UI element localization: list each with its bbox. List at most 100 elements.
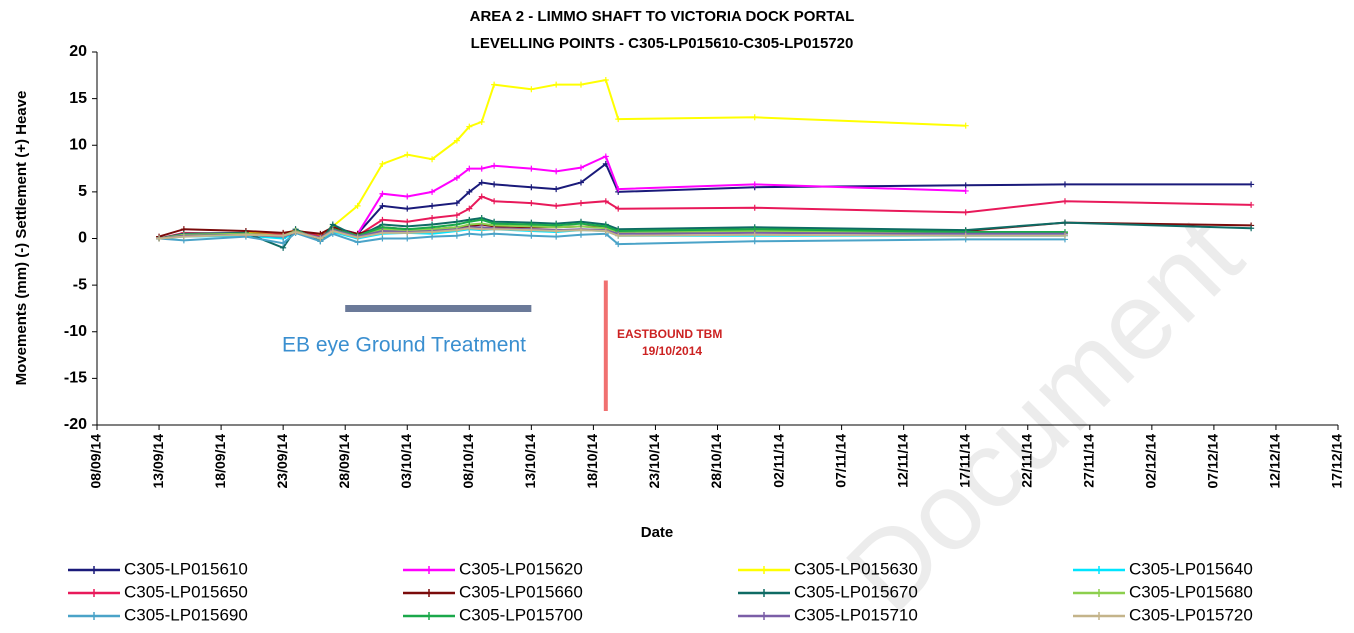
marker	[429, 188, 436, 195]
marker	[553, 228, 560, 235]
legend-marker	[425, 612, 433, 620]
legend-label: C305-LP015690	[124, 605, 248, 624]
marker	[429, 214, 436, 221]
marker	[962, 209, 969, 216]
marker	[751, 181, 758, 188]
marker	[429, 202, 436, 209]
legend-label: C305-LP015660	[459, 582, 583, 601]
legend-label: C305-LP015720	[1129, 605, 1253, 624]
marker	[962, 122, 969, 129]
x-tick-label: 12/12/14	[1267, 434, 1283, 489]
marker	[577, 179, 584, 186]
marker	[466, 205, 473, 212]
y-tick-label: 5	[78, 183, 87, 200]
marker	[528, 200, 535, 207]
marker	[379, 190, 386, 197]
marker	[577, 220, 584, 227]
marker	[379, 202, 386, 209]
marker	[528, 232, 535, 239]
legend-label: C305-LP015710	[794, 605, 918, 624]
chart-title: AREA 2 - LIMMO SHAFT TO VICTORIA DOCK PO…	[470, 8, 855, 25]
marker	[453, 200, 460, 207]
marker	[602, 228, 609, 235]
marker	[615, 205, 622, 212]
marker	[453, 232, 460, 239]
chart-subtitle: LEVELLING POINTS - C305-LP015610-C305-LP…	[471, 35, 854, 52]
y-tick-label: -10	[64, 323, 87, 340]
legend-marker	[760, 589, 768, 597]
legend-marker	[760, 612, 768, 620]
marker	[466, 123, 473, 130]
marker	[478, 118, 485, 125]
legend-label: C305-LP015670	[794, 582, 918, 601]
marker	[317, 235, 324, 242]
legend-label: C305-LP015630	[794, 559, 918, 578]
legend-marker	[90, 589, 98, 597]
y-tick-label: -5	[73, 276, 87, 293]
legend-marker	[1095, 566, 1103, 574]
legend-marker	[1095, 612, 1103, 620]
marker	[354, 234, 361, 241]
marker	[528, 86, 535, 93]
marker	[491, 81, 498, 88]
marker	[453, 137, 460, 144]
marker	[404, 229, 411, 236]
marker	[180, 233, 187, 240]
marker	[242, 231, 249, 238]
marker	[553, 81, 560, 88]
marker	[478, 216, 485, 223]
marker	[962, 187, 969, 194]
marker	[466, 230, 473, 237]
marker	[491, 162, 498, 169]
marker	[280, 232, 287, 239]
x-tick-label: 28/10/14	[708, 434, 724, 489]
legend-marker	[90, 566, 98, 574]
x-tick-label: 02/12/14	[1143, 434, 1159, 489]
legend-label: C305-LP015640	[1129, 559, 1253, 578]
y-tick-label: 20	[69, 43, 87, 60]
marker	[379, 235, 386, 242]
x-tick-label: 27/11/14	[1081, 434, 1097, 488]
x-tick-label: 08/09/14	[88, 434, 104, 489]
marker	[553, 202, 560, 209]
legend-label: C305-LP015650	[124, 582, 248, 601]
marker	[751, 238, 758, 245]
marker	[478, 193, 485, 200]
marker	[615, 186, 622, 193]
marker	[329, 228, 336, 235]
y-tick-label: 10	[69, 136, 87, 153]
x-tick-label: 17/11/14	[956, 434, 972, 488]
marker	[478, 165, 485, 172]
marker	[478, 226, 485, 233]
marker	[156, 235, 163, 242]
annotation: EASTBOUND TBM	[617, 327, 722, 341]
x-tick-label: 02/11/14	[770, 434, 786, 488]
marker	[1248, 181, 1255, 188]
marker	[528, 227, 535, 234]
marker	[528, 184, 535, 191]
marker	[453, 212, 460, 219]
marker	[404, 235, 411, 242]
marker	[292, 228, 299, 235]
series	[156, 225, 1068, 242]
x-tick-label: 08/10/14	[460, 434, 476, 489]
y-axis-label: Movements (mm) (-) Settlement (+) Heave	[13, 91, 30, 386]
marker	[466, 218, 473, 225]
x-tick-label: 18/10/14	[584, 434, 600, 489]
x-tick-label: 18/09/14	[212, 434, 228, 489]
legend-marker	[90, 612, 98, 620]
marker	[466, 225, 473, 232]
x-tick-label: 07/11/14	[832, 434, 848, 488]
annotation: EB eye Ground Treatment	[282, 334, 526, 357]
marker	[453, 174, 460, 181]
marker	[466, 188, 473, 195]
marker	[354, 202, 361, 209]
legend-label: C305-LP015610	[124, 559, 248, 578]
line	[158, 78, 966, 240]
marker	[602, 76, 609, 83]
y-tick-label: -20	[64, 416, 87, 433]
marker	[962, 232, 969, 239]
marker	[1248, 225, 1255, 232]
marker	[751, 231, 758, 238]
